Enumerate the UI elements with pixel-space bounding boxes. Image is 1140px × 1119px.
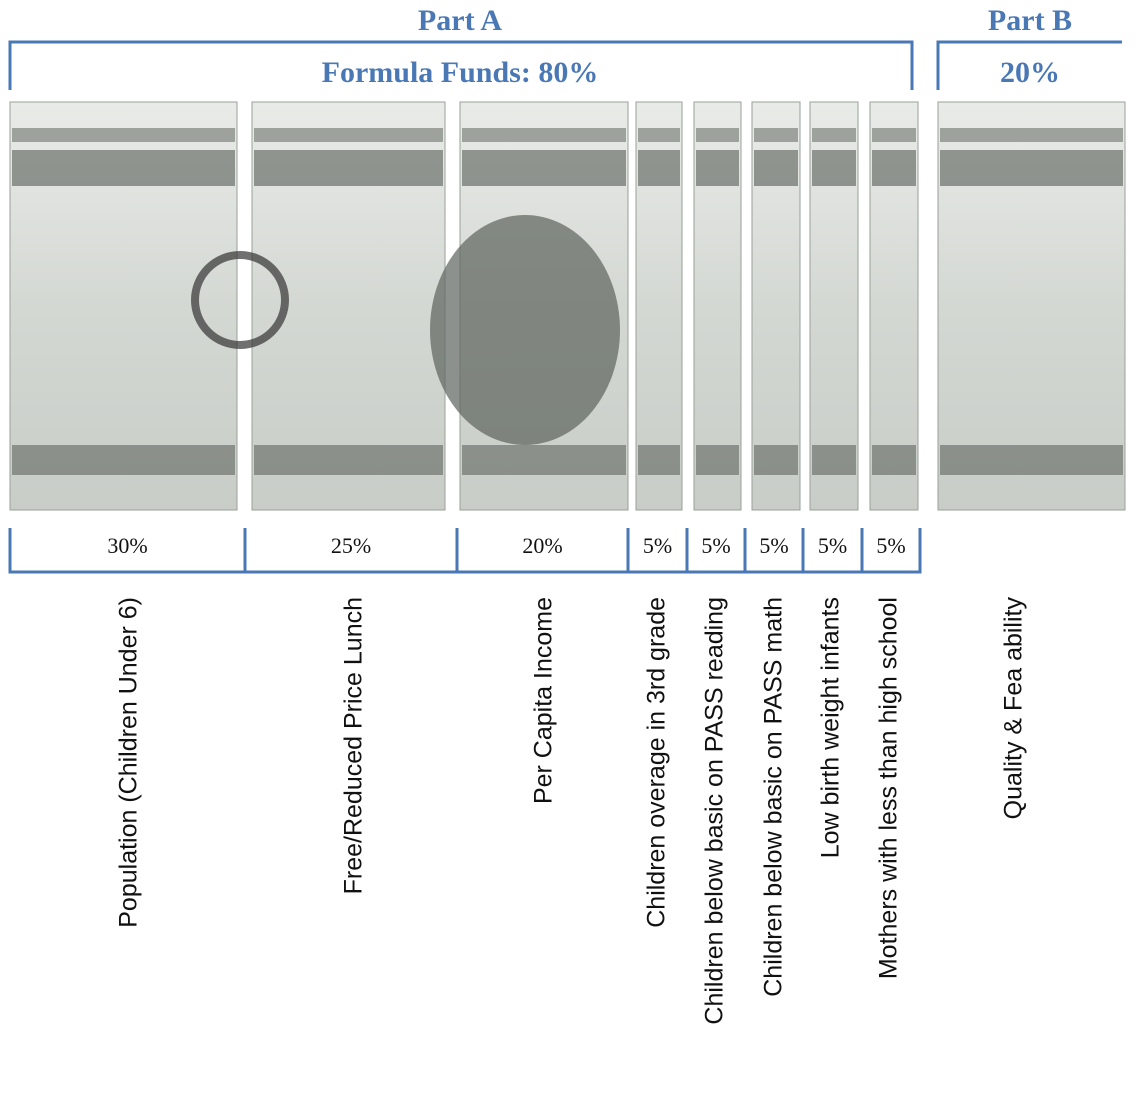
segment-percent: 5% [643, 533, 672, 558]
bill-band [754, 150, 798, 186]
bill-band [940, 128, 1123, 142]
bill-band [254, 150, 443, 186]
bill-band [254, 445, 443, 475]
bill-band [12, 150, 235, 186]
bill-band [754, 445, 798, 475]
bill-slices [10, 102, 1125, 510]
bill-band [462, 445, 626, 475]
segment-percent: 5% [701, 533, 730, 558]
bill-band [12, 445, 235, 475]
segment-percent: 25% [331, 533, 371, 558]
bill-band [638, 150, 680, 186]
infographic: Part A Formula Funds: 80% Part B 20% 30%… [0, 0, 1140, 1119]
segment-percent: 5% [876, 533, 905, 558]
header: Part A Formula Funds: 80% Part B 20% [10, 4, 1122, 90]
bill-band [940, 445, 1123, 475]
segment-label: Mothers with less than high school [875, 597, 903, 979]
bill-band [754, 128, 798, 142]
bill-band [12, 128, 235, 142]
part-b-title: Part B [988, 4, 1072, 37]
bill-band [872, 128, 916, 142]
part-a-title: Part A [418, 4, 502, 37]
bill-band [872, 445, 916, 475]
bill-band [696, 128, 739, 142]
segment-percent: 30% [107, 533, 147, 558]
segments: 30% Population (Children Under 6) 25% Free/… [107, 528, 905, 1025]
segment-percent: 20% [522, 533, 562, 558]
bill-band [462, 128, 626, 142]
part-b-label: Quality & Fea ability [1000, 597, 1028, 820]
segment-percent: 5% [818, 533, 847, 558]
part-a-subtitle: Formula Funds: 80% [322, 56, 599, 89]
part-b-subtitle: 20% [1000, 56, 1060, 89]
segment-label: Children overage in 3rd grade [643, 597, 671, 928]
segment-label: Population (Children Under 6) [115, 597, 143, 928]
bill-band [462, 150, 626, 186]
bill-band [638, 128, 680, 142]
bill-band [812, 150, 856, 186]
bill-band [812, 128, 856, 142]
bill-band [872, 150, 916, 186]
portrait [430, 215, 620, 445]
bill-band [696, 445, 739, 475]
bill-band [254, 128, 443, 142]
segment-label: Children below basic on PASS math [760, 597, 788, 997]
segment-label: Free/Reduced Price Lunch [340, 597, 368, 894]
bill-band [812, 445, 856, 475]
segment-label: Children below basic on PASS reading [701, 597, 729, 1025]
segment-label: Low birth weight infants [817, 597, 845, 858]
segment-percent: 5% [759, 533, 788, 558]
bill-band [638, 445, 680, 475]
bill-band [940, 150, 1123, 186]
segment-label: Per Capita Income [530, 597, 558, 804]
bill-band [696, 150, 739, 186]
